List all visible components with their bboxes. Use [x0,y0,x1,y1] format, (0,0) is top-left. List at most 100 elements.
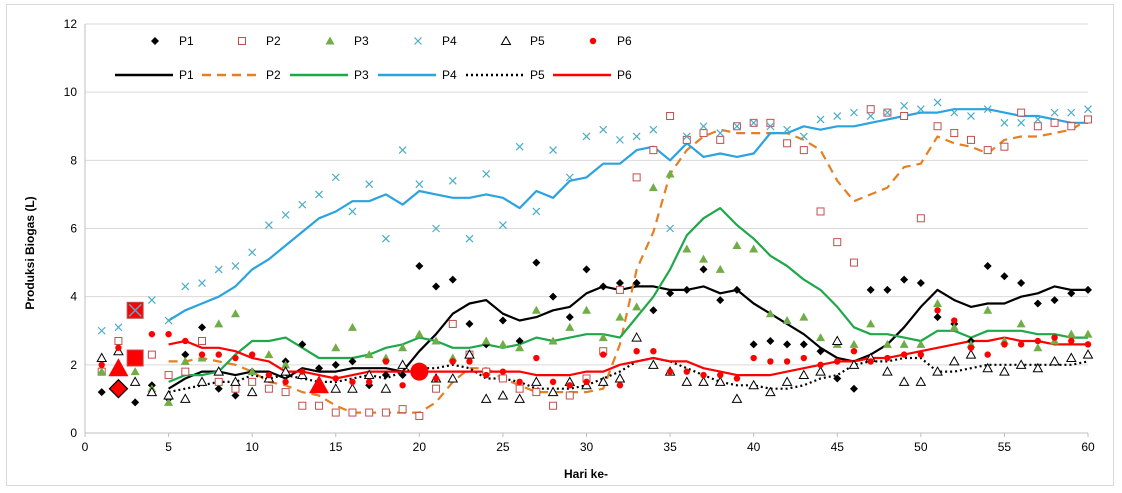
data-point-p6 [282,378,289,386]
x-stroke [264,221,273,230]
data-point-p2 [432,384,441,393]
x-stroke [498,221,507,230]
data-point-p4 [147,296,156,304]
y-tick-label: 2 [70,358,77,372]
data-point-p6 [432,375,440,382]
highlight-markers [108,301,429,399]
data-point-p2 [398,405,407,414]
y-tick-label: 6 [70,222,77,236]
y-tick-label: 0 [70,426,77,440]
data-point-p1 [615,279,624,288]
data-point-p5 [731,393,743,403]
data-point-p2 [181,367,190,376]
data-point-p5 [1015,359,1027,369]
data-point-p2 [1084,115,1092,124]
x-stroke [799,132,808,141]
data-point-p3 [398,343,408,352]
data-point-p2 [666,112,675,121]
data-point-p6 [583,378,590,386]
data-point-p6 [733,375,741,382]
data-point-p3 [1083,329,1093,338]
data-point-p4 [816,115,825,124]
data-point-p4 [549,146,557,155]
data-point-p3 [598,333,608,342]
data-point-p5 [380,383,392,393]
data-point-p4 [331,173,340,182]
highlight-x-stroke [128,303,142,317]
data-point-p5 [230,376,241,386]
data-point-p1 [900,275,909,284]
data-point-p2 [1017,108,1026,117]
data-point-p1 [582,265,591,274]
data-point-p4 [415,180,424,189]
data-point-p3 [866,319,876,328]
data-point-p3 [749,244,759,253]
data-point-p6 [934,307,941,314]
data-point-p3 [97,367,107,376]
data-point-p3 [414,329,424,338]
data-point-p6 [1051,334,1058,341]
data-point-p1 [833,374,842,383]
data-point-p2 [331,408,340,417]
data-point-p6 [867,358,874,365]
data-point-p5 [246,386,258,397]
data-point-p6 [483,371,490,379]
data-point-p4 [381,234,390,243]
data-point-p1 [1050,296,1059,305]
data-point-p5 [631,332,643,342]
data-point-p6 [750,354,757,362]
data-point-p6 [115,344,122,351]
data-point-p4 [365,180,374,189]
data-point-p5 [347,383,358,393]
data-point-p4 [248,248,257,257]
data-point-p4 [214,265,223,274]
x-tick-label: 40 [747,440,761,454]
data-point-p1 [799,340,808,349]
data-point-p2 [515,384,524,393]
data-point-p2 [983,146,992,155]
data-point-p4 [114,323,123,332]
data-point-p1 [649,306,658,315]
data-point-p5 [748,379,760,390]
data-point-p2 [833,238,842,247]
data-point-p6 [951,317,958,324]
data-point-p5 [714,376,726,386]
legend-line-label-p2: P2 [266,68,281,82]
x-stroke [582,132,591,141]
data-point-p1 [933,313,942,322]
data-point-p5 [464,349,475,359]
x-stroke [281,210,290,219]
legend-marker-p5 [500,35,512,45]
data-point-p6 [365,378,373,386]
x-tick-label: 60 [1081,440,1095,454]
data-point-p3 [615,312,625,321]
data-point-p3 [765,309,775,318]
data-point-p3 [264,350,274,359]
data-point-p3 [648,183,658,192]
data-point-p1 [1084,285,1092,294]
data-point-p5 [1082,349,1094,359]
data-point-p3 [164,397,174,406]
data-point-p4 [398,146,407,155]
data-point-p3 [214,319,224,328]
data-point-p4 [348,207,357,216]
data-point-p1 [97,388,106,397]
data-point-p2 [549,401,558,410]
data-point-p5 [163,389,174,400]
data-point-p3 [180,356,190,365]
x-stroke [465,234,474,243]
data-point-p6 [549,378,557,386]
data-point-p3 [281,360,291,369]
scatter-series-p6 [98,307,1092,389]
data-point-p4 [498,221,507,230]
data-point-p4 [298,200,307,209]
data-point-p3 [230,309,240,318]
data-point-p2 [381,408,390,417]
data-point-p6 [800,354,808,362]
data-point-p2 [966,135,975,144]
data-point-p6 [265,371,273,379]
data-point-p6 [884,354,891,362]
data-point-p6 [98,361,105,369]
line-series-p1 [168,285,1088,390]
x-tick-label: 30 [580,440,594,454]
